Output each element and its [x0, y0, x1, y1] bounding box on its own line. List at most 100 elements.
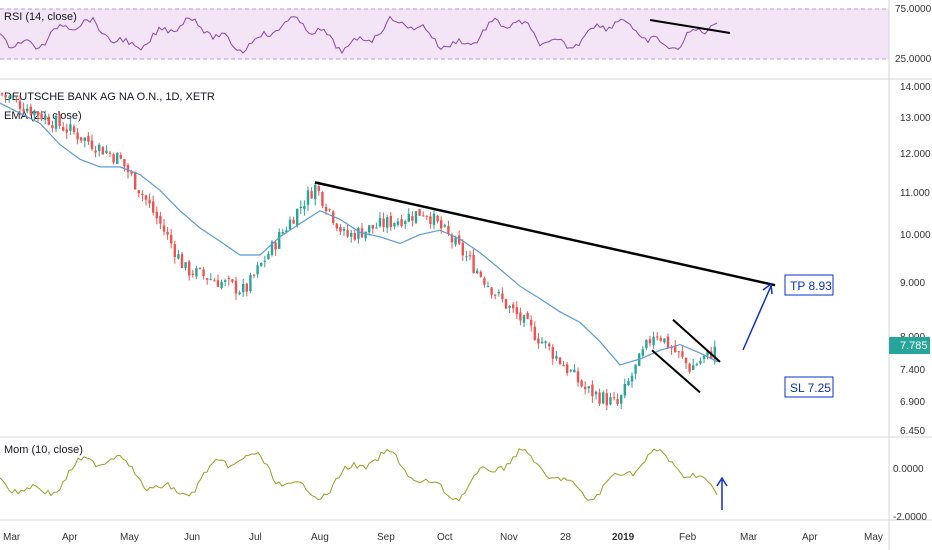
candle-body	[645, 339, 648, 349]
candle-body	[69, 124, 72, 131]
candle-body	[335, 223, 338, 229]
x-axis: Mar Apr May Jun Jul Aug Sep Oct Nov 28 2…	[3, 532, 883, 543]
candle-body	[364, 231, 367, 239]
tp-arrow-shaft	[742, 285, 772, 351]
candle-body	[551, 347, 554, 359]
candle-body	[324, 206, 328, 212]
x-label-aug: Aug	[311, 532, 329, 543]
candle-body	[126, 165, 130, 173]
price-tick-10: 10.000	[900, 230, 931, 241]
candle-body	[584, 386, 587, 390]
candle-body	[281, 232, 284, 234]
candle-body	[162, 225, 166, 232]
candle-body	[188, 261, 191, 276]
candle-body	[353, 232, 356, 240]
candle-body	[87, 135, 90, 142]
candle-body	[116, 153, 119, 165]
candle-body	[76, 132, 79, 140]
candle-body	[440, 220, 443, 229]
x-label-28: 28	[560, 532, 572, 543]
candle-body	[713, 346, 716, 359]
candle-body	[198, 267, 202, 269]
mom-tick-0: 0.0000	[893, 464, 924, 475]
x-label-jul: Jul	[249, 532, 262, 543]
main-title: DEUTSCHE BANK AG NA O.N., 1D, XETR	[4, 91, 215, 103]
candle-body	[242, 283, 245, 293]
candle-body	[249, 275, 252, 292]
candle-body	[677, 351, 680, 353]
last-price-label: 7.785	[900, 340, 928, 352]
mom-line	[0, 448, 718, 502]
resistance-trendline	[314, 181, 776, 287]
candle-body	[418, 209, 421, 216]
candle-body	[494, 294, 497, 296]
candle-body	[155, 211, 158, 219]
candle-body	[407, 213, 410, 222]
candle-body	[522, 315, 526, 323]
candle-body	[90, 140, 94, 149]
candle-body	[83, 137, 86, 141]
price-tick-14: 14.000	[900, 82, 931, 93]
candle-body	[256, 265, 259, 275]
candle-body	[209, 279, 212, 281]
candle-body	[530, 319, 533, 326]
rsi-title: RSI (14, close)	[4, 11, 77, 23]
main-subtitle: EMA (20, close)	[4, 110, 82, 122]
candle-body	[144, 195, 148, 200]
candle-body	[191, 273, 194, 275]
candle-body	[450, 234, 454, 243]
candle-body	[569, 370, 572, 372]
candle-body	[47, 116, 50, 125]
candle-body	[231, 279, 234, 282]
candle-body	[378, 218, 382, 227]
candle-body	[609, 397, 612, 405]
channel-upper-line	[672, 318, 721, 363]
candle-body	[170, 234, 173, 244]
candle-body	[706, 350, 709, 356]
candle-body	[44, 115, 47, 120]
x-label-may: May	[120, 532, 139, 543]
candle-body	[177, 254, 180, 259]
sl-box	[784, 376, 834, 398]
candle-body	[18, 101, 22, 109]
candle-body	[605, 393, 608, 406]
candle-body	[134, 172, 137, 190]
candle-body	[58, 114, 61, 126]
candle-body	[119, 155, 122, 159]
rsi-trendline	[649, 19, 731, 34]
candle-body	[533, 326, 536, 340]
candle-body	[22, 109, 25, 112]
candle-body	[386, 217, 389, 228]
candle-body	[663, 338, 666, 343]
candle-body	[288, 219, 292, 230]
x-label-nov: Nov	[500, 532, 518, 543]
candle-body	[15, 99, 18, 101]
price-tick-9: 9.000	[900, 278, 925, 289]
x-label-oct: Oct	[437, 532, 453, 543]
candle-body	[458, 235, 461, 244]
candle-body	[648, 339, 652, 344]
last-price-badge	[889, 337, 930, 354]
candle-body	[562, 364, 565, 367]
price-tick-6-9: 6.900	[900, 397, 925, 408]
candle-body	[130, 171, 133, 174]
candle-body	[306, 190, 310, 205]
candle-body	[317, 186, 320, 191]
candle-body	[393, 223, 396, 227]
candle-body	[659, 338, 662, 341]
candle-body	[202, 269, 205, 277]
mom-title: Mom (10, close)	[4, 444, 83, 456]
candle-body	[526, 313, 529, 319]
candle-body	[666, 336, 670, 348]
x-label-sep: Sep	[377, 532, 395, 543]
candle-body	[702, 355, 706, 359]
candle-body	[94, 150, 97, 153]
candle-body	[472, 255, 475, 273]
candle-body	[195, 268, 198, 277]
candle-body	[576, 371, 580, 383]
candle-body	[148, 199, 151, 204]
x-label-mar-2019: Mar	[740, 532, 758, 543]
price-tick-13: 13.000	[900, 113, 931, 124]
candle-body	[627, 381, 630, 386]
candle-body	[11, 97, 14, 99]
